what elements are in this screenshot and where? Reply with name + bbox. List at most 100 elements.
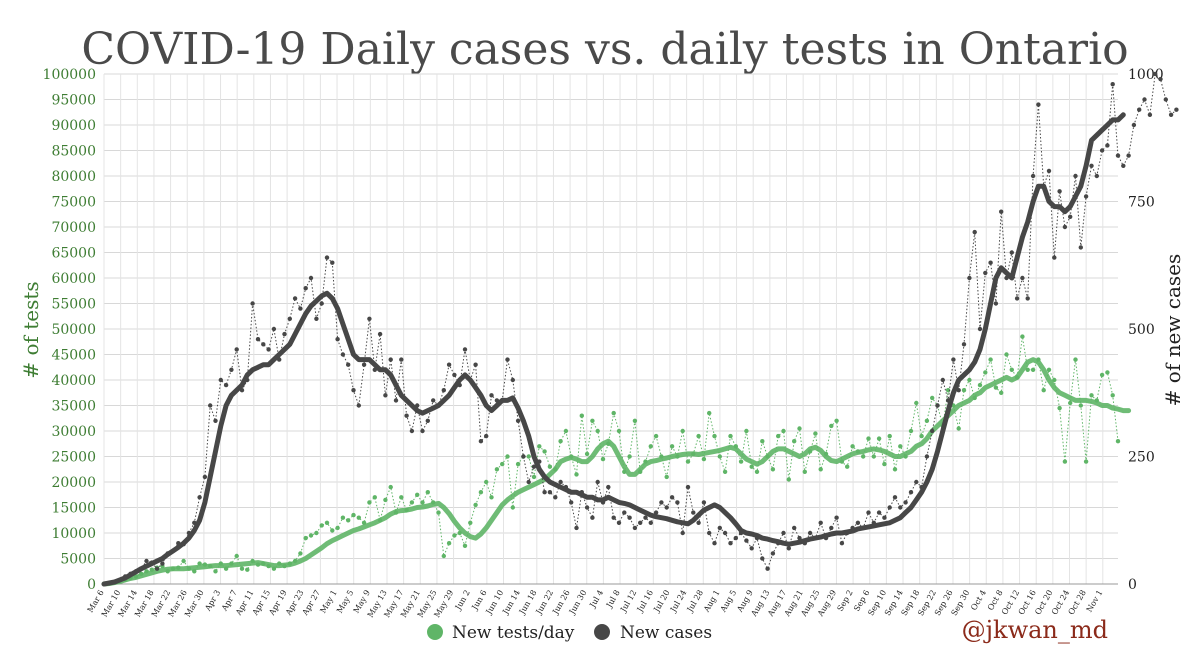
daily-point <box>600 456 606 462</box>
daily-point <box>685 459 691 464</box>
daily-point <box>993 385 999 390</box>
daily-point <box>547 490 553 495</box>
daily-point <box>213 418 218 423</box>
daily-point <box>1046 367 1052 372</box>
daily-point <box>972 229 977 235</box>
daily-point <box>537 444 542 449</box>
daily-point <box>1121 163 1126 168</box>
daily-point <box>1078 245 1084 250</box>
daily-point <box>558 479 563 485</box>
daily-point <box>664 474 669 480</box>
daily-point <box>882 515 887 520</box>
daily-point <box>558 439 563 444</box>
daily-point <box>282 331 287 337</box>
daily-point <box>399 357 404 362</box>
daily-point <box>510 377 515 383</box>
daily-point <box>526 479 531 485</box>
daily-point <box>452 372 457 378</box>
daily-point <box>781 428 786 434</box>
y-tick-right: 0 <box>1128 577 1137 593</box>
daily-point <box>415 492 420 497</box>
daily-point <box>744 428 749 434</box>
daily-point <box>961 388 967 393</box>
daily-point <box>584 451 590 457</box>
daily-point <box>1020 275 1025 281</box>
daily-point <box>303 286 308 291</box>
daily-point <box>393 398 399 403</box>
daily-point <box>314 316 319 321</box>
daily-point <box>818 520 823 525</box>
daily-point <box>335 337 340 342</box>
daily-point <box>616 520 622 525</box>
y-tick-right: 250 <box>1128 450 1155 466</box>
daily-point <box>988 260 993 265</box>
daily-point <box>595 428 600 434</box>
daily-point <box>356 515 361 520</box>
daily-point <box>1062 224 1068 230</box>
daily-point <box>707 410 712 416</box>
daily-point <box>292 296 298 301</box>
daily-point <box>340 352 346 357</box>
daily-point <box>638 520 643 525</box>
daily-point <box>425 490 430 495</box>
daily-point <box>526 454 531 459</box>
daily-point <box>473 502 478 508</box>
daily-point <box>1153 71 1158 77</box>
daily-point <box>446 362 452 367</box>
legend-swatch-cases <box>594 624 610 640</box>
daily-point <box>781 530 786 536</box>
daily-point <box>340 515 346 520</box>
legend: New tests/day New cases <box>427 623 712 643</box>
daily-point <box>1131 122 1137 128</box>
daily-point <box>675 500 680 505</box>
avg-line <box>101 357 1132 587</box>
daily-point <box>1105 370 1110 375</box>
x-tick-label: Jul 20 <box>652 589 672 615</box>
daily-point <box>1052 377 1057 383</box>
daily-point <box>967 275 972 281</box>
daily-point <box>478 490 484 495</box>
daily-point <box>802 469 807 474</box>
daily-point <box>786 477 791 482</box>
y-tick-left: 85000 <box>51 144 96 160</box>
daily-point <box>1036 102 1041 107</box>
daily-point <box>208 403 213 408</box>
daily-point <box>361 362 367 367</box>
daily-point <box>547 464 553 469</box>
daily-point <box>908 428 914 434</box>
daily-point <box>1030 173 1036 179</box>
daily-point <box>500 461 505 467</box>
y-tick-left: 25000 <box>51 450 96 466</box>
daily-point <box>383 393 388 398</box>
daily-point <box>999 209 1004 214</box>
daily-point <box>977 326 983 332</box>
daily-point <box>468 520 473 525</box>
daily-point <box>1057 189 1062 194</box>
daily-point <box>356 403 361 408</box>
daily-point <box>351 388 356 393</box>
daily-point <box>956 426 961 431</box>
y-tick-right: 500 <box>1128 322 1155 338</box>
legend-label-tests: New tests/day <box>452 623 575 643</box>
y-tick-left: 95000 <box>51 93 96 109</box>
daily-point <box>691 510 696 515</box>
daily-point <box>643 515 648 520</box>
daily-point <box>223 382 229 388</box>
daily-point <box>866 510 871 515</box>
series-layer <box>101 71 1179 587</box>
daily-point <box>611 410 616 416</box>
daily-point <box>489 393 494 398</box>
daily-point <box>760 439 765 444</box>
daily-point <box>1004 352 1009 357</box>
daily-point <box>834 418 839 423</box>
daily-point <box>983 370 988 375</box>
daily-point <box>977 382 983 388</box>
daily-point <box>1041 388 1046 393</box>
daily-point <box>653 510 659 515</box>
daily-point <box>1099 148 1105 153</box>
daily-point <box>648 520 653 525</box>
y-tick-left: 90000 <box>51 118 96 134</box>
daily-point <box>255 337 261 342</box>
x-tick-label: Jun 2 <box>453 589 472 613</box>
daily-point <box>563 428 569 434</box>
